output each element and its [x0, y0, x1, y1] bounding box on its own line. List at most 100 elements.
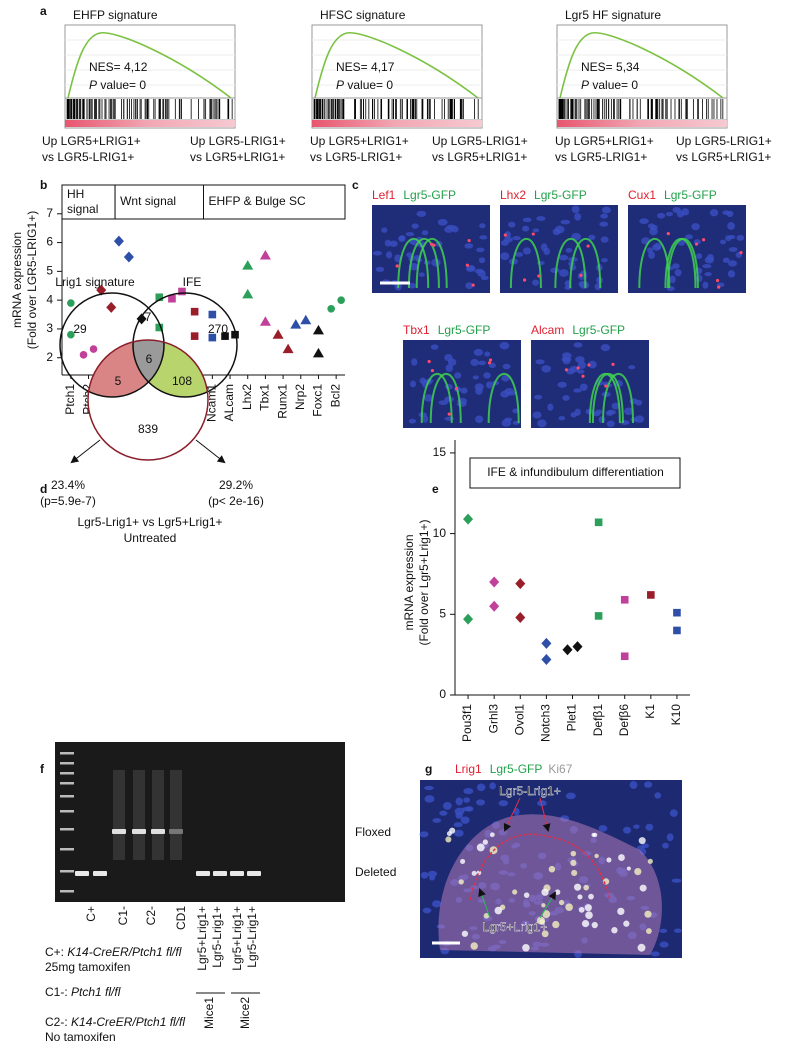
data-point — [312, 347, 324, 358]
data-point — [541, 653, 552, 665]
smear — [133, 770, 145, 860]
data-point — [594, 612, 603, 620]
x-tick-label: Lhx2 — [240, 384, 254, 410]
nucleus — [552, 228, 561, 236]
nucleus — [565, 247, 573, 253]
data-point — [259, 316, 271, 326]
enrichment-curve — [314, 32, 479, 99]
marker-signal — [471, 283, 475, 287]
nucleus — [562, 394, 570, 401]
group-box — [114, 184, 204, 220]
ki67-cell — [588, 893, 594, 900]
header-box — [469, 457, 681, 489]
gsea-title: EHFP signature — [73, 8, 158, 22]
data-point — [594, 518, 603, 527]
y-axis-label: (Fold over LGR5-LRIG1+) — [25, 211, 39, 349]
lane-label: C2- — [144, 906, 158, 925]
ki67-cell — [512, 889, 518, 895]
nucleus — [598, 416, 606, 424]
mice-label: Mice2 — [238, 997, 252, 1029]
nucleus — [606, 420, 615, 428]
nucleus — [476, 799, 486, 806]
nucleus — [522, 247, 531, 255]
ki67-cell — [483, 913, 490, 919]
venn-label: 29 — [73, 322, 87, 336]
ki67-cell — [536, 916, 545, 925]
nucleus — [439, 810, 448, 816]
sample-label: Lgr5+Lrig1+ — [195, 906, 209, 971]
nucleus — [648, 251, 656, 259]
nucleus — [408, 418, 417, 424]
comparison-label: Up LGR5+LRIG1+ — [310, 134, 409, 148]
marker-signal — [579, 273, 583, 278]
gel-legend: C1-: Ptch1 fl/fl — [45, 985, 121, 999]
marker-signal — [701, 238, 706, 242]
nucleus — [645, 823, 654, 831]
deleted-band — [75, 871, 89, 876]
x-tick-label: Notch3 — [539, 704, 553, 742]
nucleus — [418, 272, 425, 277]
nucleus — [460, 387, 468, 394]
nucleus — [477, 270, 486, 277]
comparison-label: vs LGR5-LRIG1+ — [310, 150, 402, 164]
nucleus — [514, 252, 524, 257]
group-label: signal — [67, 202, 98, 216]
nucleus — [476, 247, 485, 253]
ki67-cell — [541, 888, 549, 896]
data-point — [208, 310, 217, 319]
ki67-cell — [570, 850, 577, 857]
venn-label: 6 — [146, 352, 153, 366]
nucleus — [480, 275, 489, 281]
y-tick-label: 5 — [439, 606, 446, 620]
nucleus — [532, 228, 540, 233]
p-value: P value= 0 — [89, 78, 146, 92]
ki67-cell — [573, 883, 582, 891]
nucleus — [478, 360, 487, 366]
stain-gfp: Lgr5-GFP — [572, 323, 625, 337]
nes-text: NES= 4,12 — [89, 60, 148, 74]
nucleus — [498, 800, 509, 807]
nucleus — [465, 266, 476, 272]
nucleus — [473, 348, 484, 356]
y-axis-label: mRNA expression — [402, 534, 416, 630]
population-label: Lgr5+Lrig1+ — [483, 920, 548, 934]
x-tick-label: Plet1 — [565, 704, 579, 732]
marker-signal — [581, 374, 585, 378]
ki67-cell — [634, 867, 642, 876]
data-point — [190, 332, 199, 340]
nucleus — [704, 256, 714, 264]
venn-label: Lgr5-Lrig1+ vs Lgr5+Lrig1+ — [77, 515, 222, 529]
nucleus — [455, 812, 463, 819]
marker-signal — [522, 278, 527, 282]
stain-gfp: Lgr5-GFP — [664, 188, 717, 202]
nucleus — [532, 279, 540, 286]
nucleus — [727, 260, 738, 267]
marker-signal — [467, 238, 471, 243]
ladder-band — [60, 795, 74, 798]
data-point — [282, 343, 294, 354]
legend-genotype: K14-CreER/Ptch1 fl/fl — [71, 1015, 185, 1029]
x-tick-label: Ovol1 — [512, 704, 526, 736]
nucleus — [504, 231, 512, 239]
ki67-cell — [541, 903, 546, 908]
nucleus — [639, 218, 649, 225]
data-point — [541, 637, 552, 649]
marker-signal — [503, 233, 507, 237]
ladder-band — [60, 782, 74, 785]
gfp-outline — [569, 238, 602, 289]
panel-label: f — [40, 762, 45, 776]
nucleus — [522, 217, 532, 223]
venn-label: 108 — [172, 374, 192, 388]
ki67-cell — [617, 907, 625, 916]
x-tick-label: Runx1 — [275, 384, 289, 419]
p-value: P value= 0 — [336, 78, 393, 92]
nucleus — [427, 870, 438, 878]
nucleus — [453, 822, 463, 828]
stain-label: Lhx2 Lgr5-GFP — [500, 188, 587, 202]
nucleus — [375, 266, 385, 272]
nucleus — [479, 235, 488, 240]
nes-text: NES= 4,17 — [336, 60, 395, 74]
y-tick-label: 2 — [46, 350, 53, 364]
nucleus — [577, 369, 585, 374]
nucleus — [419, 377, 427, 384]
